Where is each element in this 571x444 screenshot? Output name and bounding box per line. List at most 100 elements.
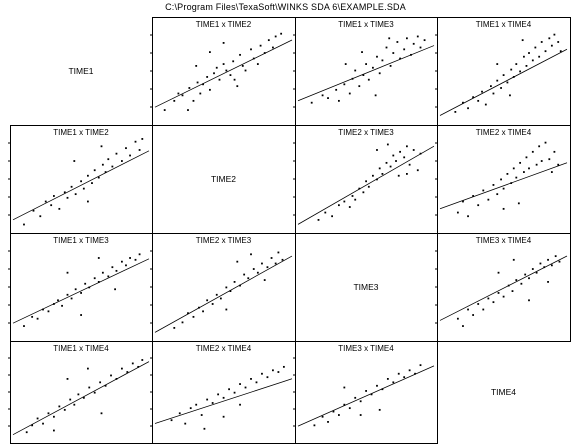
data-point: [195, 403, 198, 406]
data-point: [558, 260, 561, 263]
window-title: C:\Program Files\TexaSoft\WINKS SDA 6\EX…: [165, 2, 406, 12]
data-point: [348, 92, 351, 95]
data-point: [225, 286, 228, 289]
data-point: [370, 393, 373, 396]
data-point: [47, 310, 50, 313]
data-point: [392, 52, 395, 54]
data-point: [53, 429, 55, 432]
regression-line: [12, 258, 150, 324]
data-point: [270, 257, 273, 259]
data-point: [222, 396, 225, 399]
data-point: [467, 215, 469, 218]
data-point: [200, 414, 203, 416]
data-point: [403, 48, 406, 51]
data-point: [462, 325, 464, 327]
data-point: [115, 269, 118, 272]
panel-title: TIME2 x TIME4: [476, 128, 532, 137]
data-point: [510, 68, 513, 71]
data-point: [423, 39, 426, 42]
regression-line: [12, 150, 150, 221]
data-point: [274, 262, 277, 265]
data-point: [104, 384, 107, 387]
data-point: [222, 42, 225, 44]
data-point: [163, 109, 166, 111]
data-point: [129, 257, 131, 259]
data-point: [500, 178, 502, 181]
data-point: [244, 386, 247, 389]
panel-title: TIME2 x TIME4: [196, 344, 252, 353]
scatter-panel-2-0: TIME1 x TIME3: [8, 233, 153, 342]
data-point: [252, 57, 255, 60]
data-point: [229, 290, 232, 292]
scatter-panel-0-2: TIME1 x TIME3: [293, 17, 438, 126]
data-point: [215, 293, 218, 296]
data-point: [490, 85, 492, 88]
data-point: [414, 372, 416, 375]
data-point: [351, 77, 354, 80]
data-point: [101, 163, 104, 166]
data-point: [206, 299, 209, 302]
data-point: [206, 398, 209, 401]
data-point: [395, 160, 397, 162]
regression-line: [439, 48, 568, 116]
data-point: [481, 90, 483, 93]
matrix-cell-1-1: TIME2: [211, 174, 236, 184]
matrix-cell-0-0: TIME1: [68, 66, 93, 76]
scatter-panel-2-3: TIME3 x TIME4: [435, 233, 571, 342]
data-point: [53, 303, 55, 305]
data-point: [531, 268, 534, 270]
panel-title: TIME1 x TIME4: [476, 20, 532, 29]
data-point: [225, 308, 228, 311]
data-point: [378, 408, 381, 411]
data-point: [219, 297, 222, 300]
data-point: [399, 57, 401, 60]
data-point: [487, 198, 490, 201]
data-point: [195, 65, 198, 67]
data-point: [80, 180, 82, 183]
data-point: [477, 99, 480, 102]
scatter-panel-2-1: TIME2 x TIME3: [150, 233, 296, 342]
data-point: [121, 160, 123, 162]
data-point: [277, 251, 280, 254]
data-point: [126, 371, 129, 373]
data-point: [492, 184, 495, 186]
panel-title: TIME1 x TIME4: [53, 344, 109, 353]
data-point: [53, 415, 55, 418]
data-point: [31, 315, 34, 318]
data-point: [359, 414, 362, 416]
data-point: [454, 111, 457, 113]
data-point: [509, 94, 511, 97]
panel-frame: [437, 233, 571, 342]
data-point: [467, 308, 469, 311]
data-point: [263, 279, 266, 281]
data-point: [272, 46, 274, 49]
data-point: [365, 390, 367, 392]
data-point: [378, 167, 381, 170]
data-point: [73, 403, 76, 406]
data-point: [259, 44, 262, 47]
data-point: [188, 87, 191, 89]
scatter-panel-3-2: TIME3 x TIME4: [293, 341, 438, 444]
data-point: [543, 266, 546, 269]
scatter-panel-3-1: TIME2 x TIME4: [150, 341, 296, 444]
data-point: [386, 143, 389, 146]
data-point: [528, 277, 530, 280]
data-point: [506, 81, 509, 84]
data-point: [547, 258, 549, 261]
data-point: [487, 297, 490, 300]
data-point: [66, 271, 69, 274]
data-point: [261, 372, 263, 375]
data-point: [523, 55, 525, 58]
data-point: [47, 412, 50, 415]
data-point: [192, 99, 195, 102]
data-point: [74, 288, 77, 291]
data-point: [236, 260, 239, 263]
regression-line: [439, 162, 568, 210]
regression-line: [439, 255, 568, 321]
data-point: [389, 165, 392, 168]
data-point: [239, 53, 241, 56]
data-point: [528, 52, 530, 54]
panel-title: TIME2 x TIME3: [338, 128, 394, 137]
data-point: [233, 78, 236, 81]
data-point: [255, 381, 258, 384]
